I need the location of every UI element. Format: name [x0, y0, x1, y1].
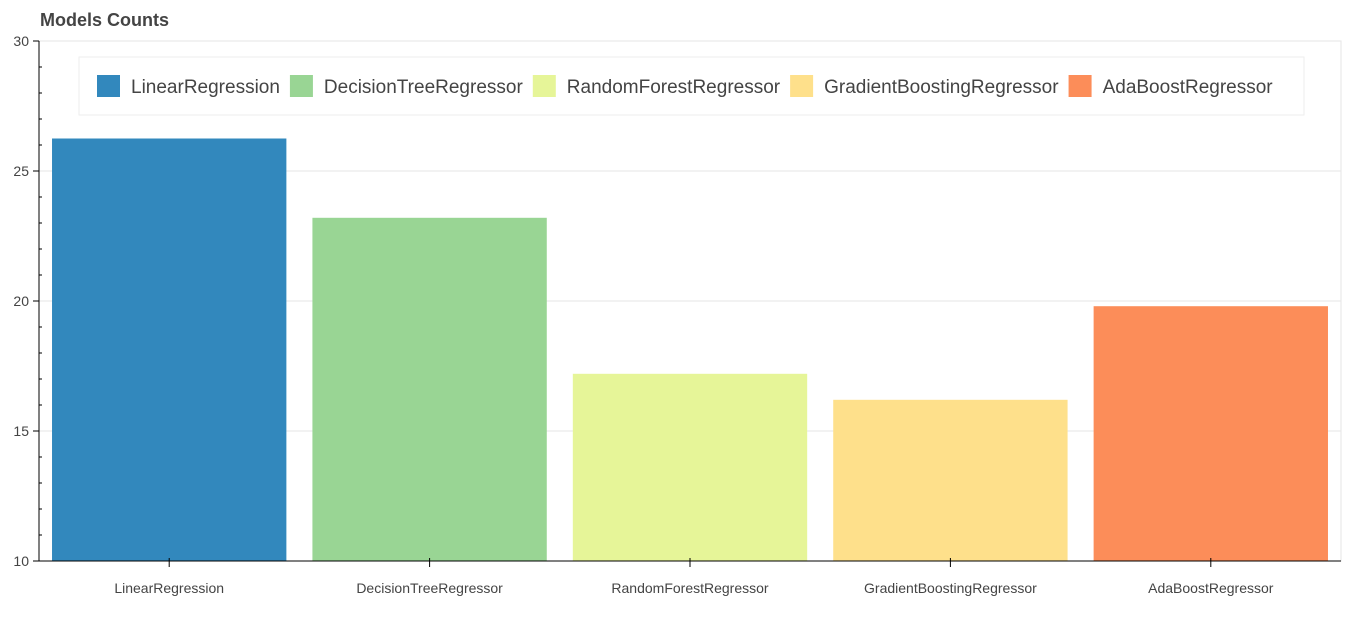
legend-swatch: [289, 75, 313, 97]
bar: [52, 138, 287, 561]
axes: 10 15 20 25 30 LinearRegression DecisionTreeRe…: [13, 33, 1341, 596]
bar: [1093, 306, 1328, 561]
x-tick-label: AdaBoostRegressor: [1148, 580, 1274, 596]
legend-label: GradientBoostingRegressor: [824, 77, 1059, 98]
legend-label: AdaBoostRegressor: [1103, 77, 1274, 98]
legend-label: LinearRegression: [131, 77, 280, 98]
y-tick-label: 25: [13, 163, 29, 179]
legend-swatch: [97, 75, 120, 97]
chart-title: Models Counts: [40, 10, 169, 30]
legend-swatch: [790, 75, 814, 97]
legend-swatch: [1068, 75, 1092, 97]
x-tick-label: RandomForestRegressor: [611, 580, 769, 596]
legend: LinearRegression DecisionTreeRegressor Ran…: [78, 56, 1305, 116]
y-tick-label: 30: [13, 33, 29, 49]
bar: [312, 217, 547, 562]
x-tick-label: DecisionTreeRegressor: [356, 580, 503, 596]
y-tick-label: 10: [13, 553, 29, 569]
x-tick-label: LinearRegression: [114, 580, 224, 596]
y-tick-label: 15: [13, 423, 29, 439]
x-tick-label: GradientBoostingRegressor: [864, 580, 1037, 596]
legend-box: [78, 56, 1305, 116]
bar: [833, 399, 1068, 561]
legend-swatch: [532, 75, 556, 97]
bars: [52, 138, 1328, 562]
legend-label: DecisionTreeRegressor: [324, 77, 524, 98]
y-tick-label: 20: [13, 293, 29, 309]
legend-label: RandomForestRegressor: [567, 77, 781, 98]
bar: [572, 373, 808, 561]
